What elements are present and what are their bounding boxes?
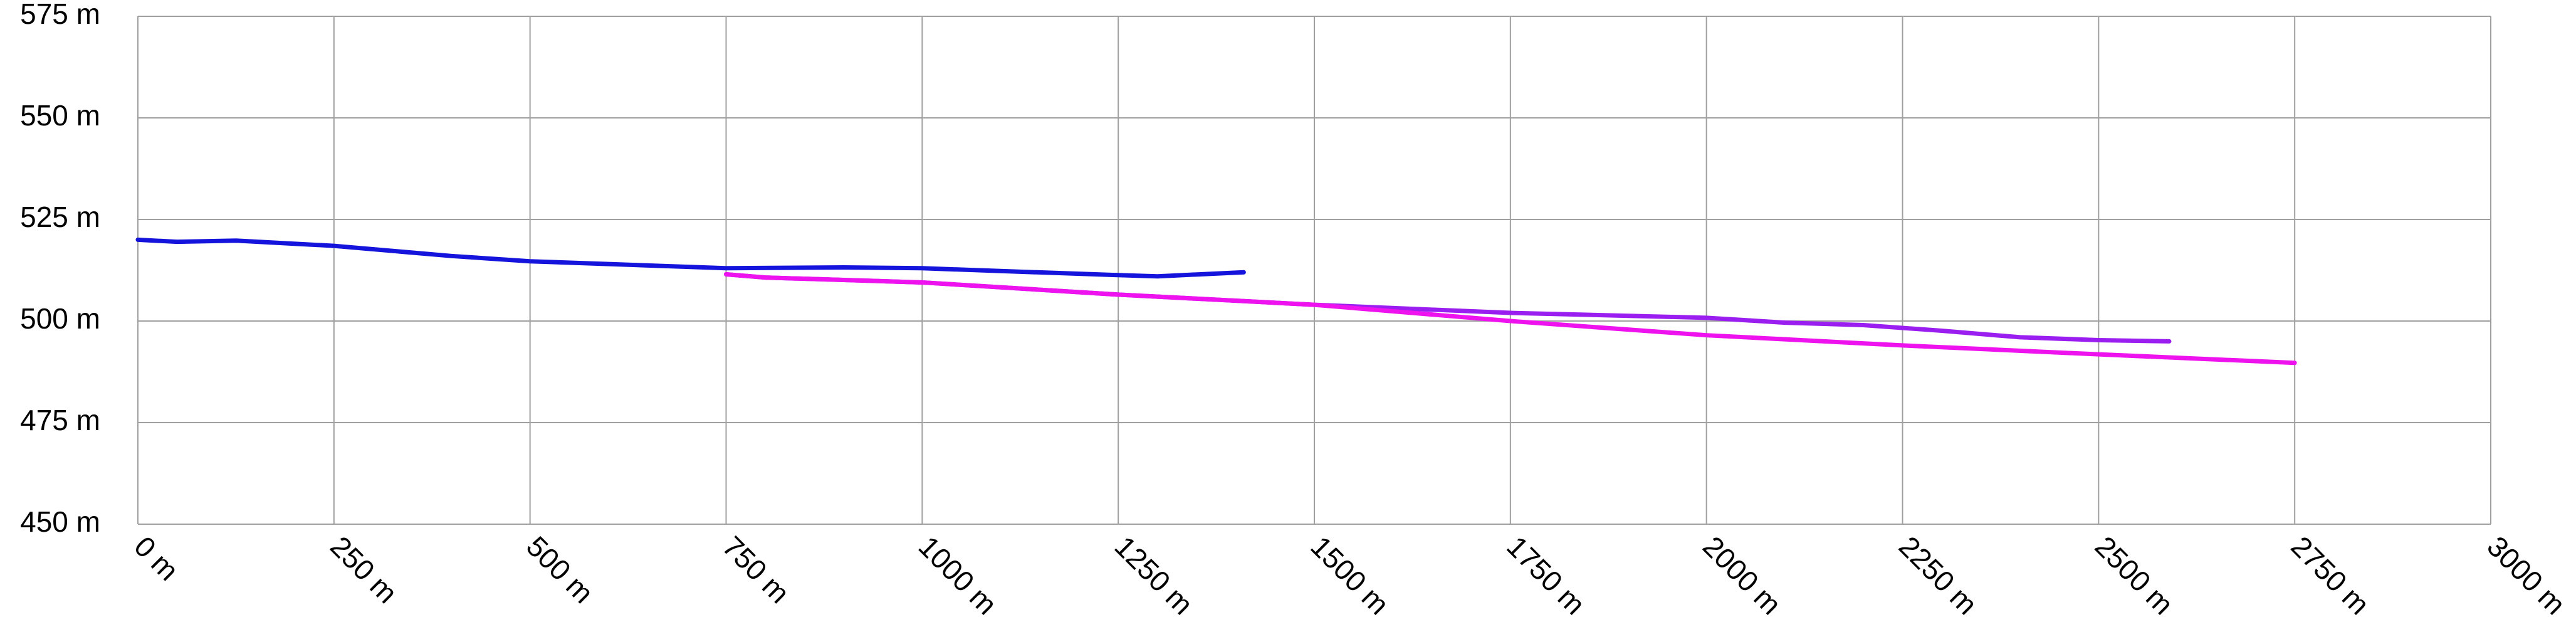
y-tick-label: 575 m: [20, 0, 100, 30]
x-tick-label: 2750 m: [2285, 530, 2376, 621]
x-tick-label: 1250 m: [1108, 530, 1199, 621]
x-tick-label: 2500 m: [2089, 530, 2180, 621]
x-tick-label: 500 m: [520, 530, 600, 609]
x-tick-label: 0 m: [128, 530, 185, 587]
y-tick-label: 450 m: [20, 505, 100, 538]
series-line: [724, 271, 2297, 366]
x-tick-label: 1500 m: [1304, 530, 1395, 621]
x-tick-label: 2250 m: [1893, 530, 1984, 621]
x-tick-label: 2000 m: [1697, 530, 1788, 621]
y-tick-label: 475 m: [20, 404, 100, 436]
y-tick-label: 550 m: [20, 99, 100, 132]
x-tick-label: 250 m: [324, 530, 404, 609]
x-tick-label: 3000 m: [2481, 530, 2572, 621]
y-tick-label: 525 m: [20, 201, 100, 233]
x-tick-label: 750 m: [716, 530, 796, 609]
x-tick-label: 1000 m: [913, 530, 1003, 621]
y-tick-label: 500 m: [20, 302, 100, 335]
x-tick-label: 1750 m: [1500, 530, 1591, 621]
series-line: [135, 237, 1246, 279]
